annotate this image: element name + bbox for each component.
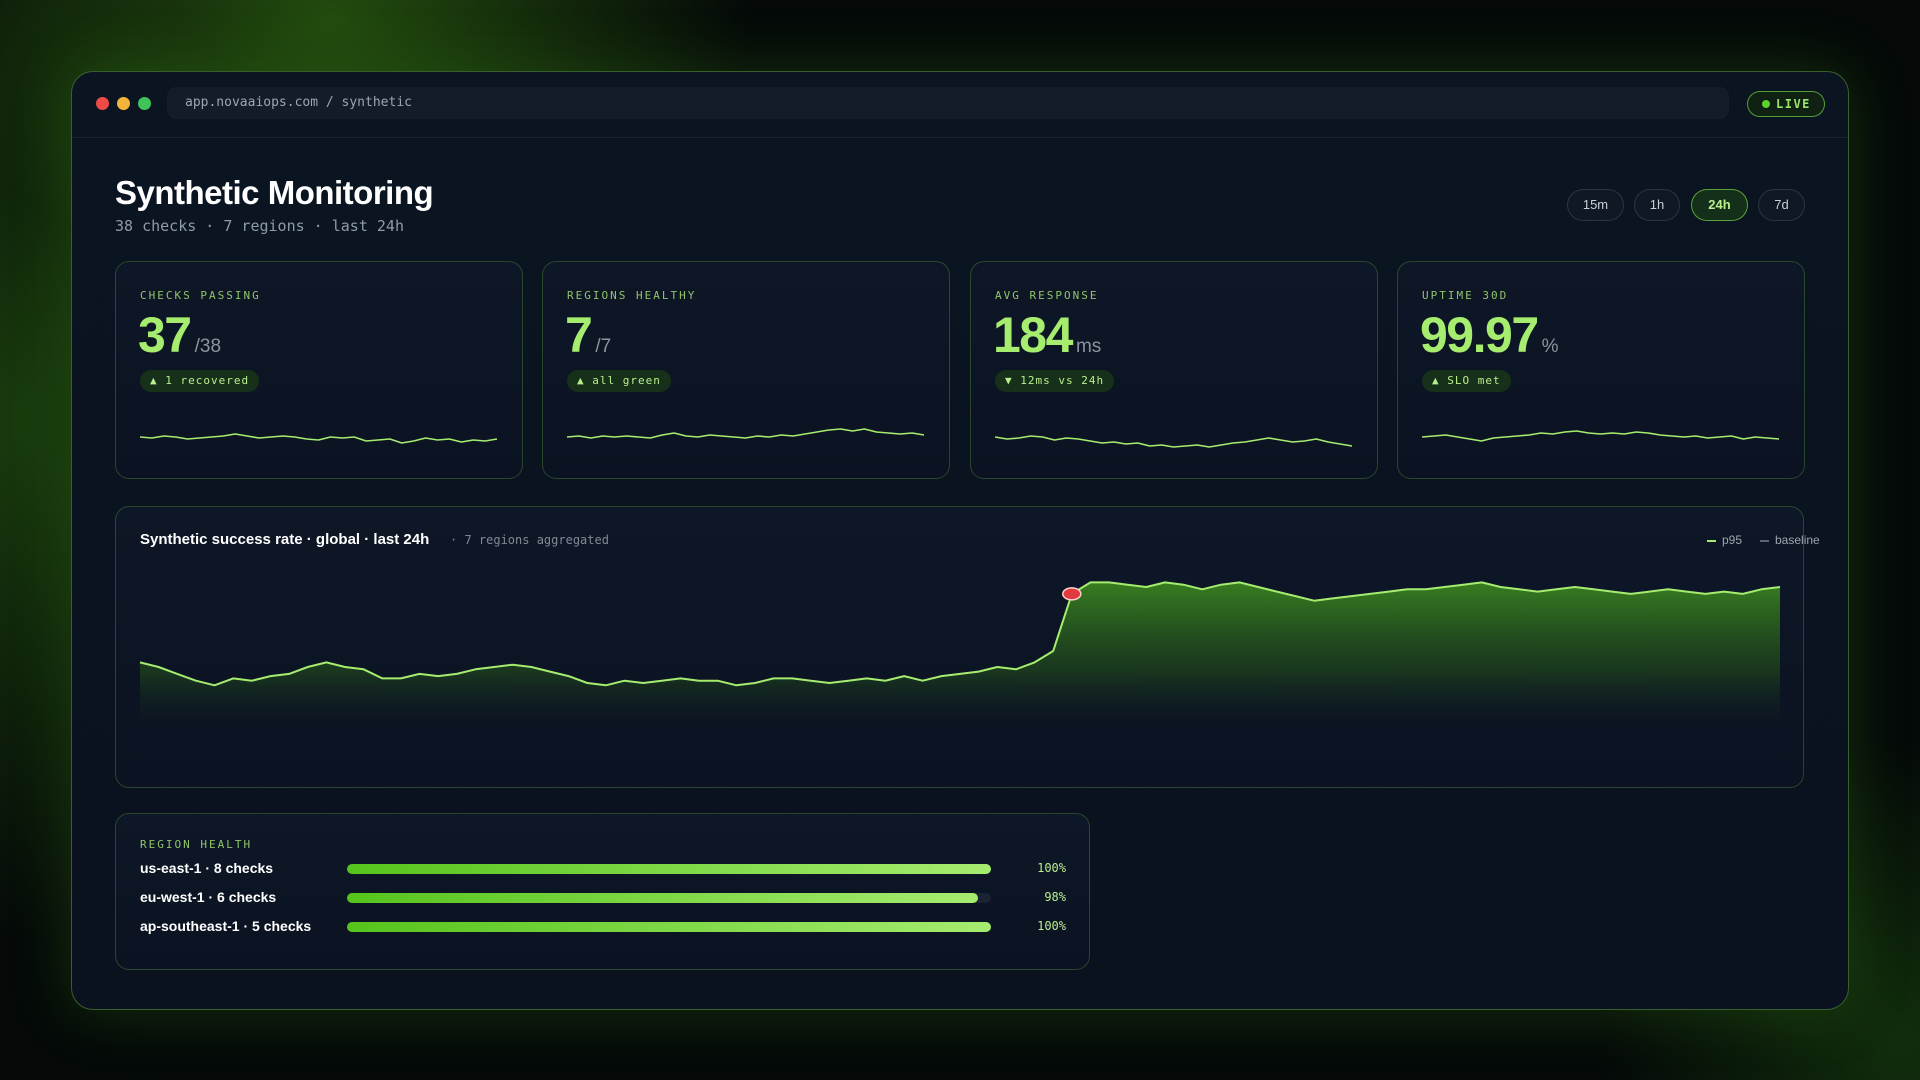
region-health-fill: [347, 864, 991, 874]
p95-line: [139, 581, 1781, 687]
region-percent: 100%: [1037, 919, 1066, 933]
page-title: Synthetic Monitoring: [115, 174, 434, 211]
stat-card-regions-healthy[interactable]: REGIONS HEALTHY 7/7 ▲ all green: [542, 261, 950, 479]
address-bar[interactable]: app.novaaiops.com / synthetic: [167, 87, 1729, 119]
stat-value: 184 ms: [993, 307, 1102, 363]
region-health-fill: [347, 922, 991, 932]
region-percent: 100%: [1037, 861, 1066, 875]
sparkline-path: [1422, 430, 1780, 442]
stat-badge: ▲ all green: [567, 370, 671, 392]
region-percent: 98%: [1044, 890, 1066, 904]
live-label: LIVE: [1776, 97, 1811, 111]
region-health-bar: [347, 864, 991, 874]
range-button-24h[interactable]: 24h: [1691, 189, 1748, 221]
anomaly-marker[interactable]: [1062, 587, 1082, 601]
region-name: us-east-1 · 8 checks: [140, 860, 274, 876]
app-window: app.novaaiops.com / synthetic LIVE Synth…: [71, 71, 1849, 1010]
range-button-7d[interactable]: 7d: [1758, 189, 1805, 221]
stat-card-uptime-30d[interactable]: UPTIME 30D 99.97% ▲ SLO met: [1397, 261, 1805, 479]
sparkline-path: [567, 428, 925, 439]
region-row[interactable]: ap-southeast-1 · 5 checks 100%: [116, 916, 1091, 940]
stat-value: 99.97%: [1420, 307, 1559, 363]
stat-label: AVG RESPONSE: [995, 289, 1099, 302]
region-health-label: REGION HEALTH: [140, 838, 253, 851]
legend-swatch: [1760, 540, 1769, 542]
p95-area: [140, 582, 1780, 731]
stat-label: UPTIME 30D: [1422, 289, 1509, 302]
sparkline-path: [140, 433, 498, 444]
sparkline-uptime: [1422, 430, 1780, 442]
sparkline-path: [995, 435, 1353, 448]
stat-label: REGIONS HEALTHY: [567, 289, 697, 302]
region-row[interactable]: eu-west-1 · 6 checks 98%: [116, 887, 1091, 911]
sparkline-regions-healthy: [567, 428, 925, 439]
stat-value: 7/7: [565, 307, 612, 363]
stat-badge: ▲ 1 recovered: [140, 370, 260, 392]
range-button-15m[interactable]: 15m: [1567, 189, 1624, 221]
sparkline-checks-passing: [140, 433, 498, 444]
success-rate-chart[interactable]: [116, 507, 1805, 789]
stat-card-checks-passing[interactable]: CHECKS PASSING 37/38 ▲ 1 recovered: [115, 261, 523, 479]
legend-item-baseline[interactable]: baseline: [1760, 533, 1820, 547]
region-health-fill: [347, 893, 979, 903]
stat-badge: ▼ 12ms vs 24h: [995, 370, 1115, 392]
range-button-1h[interactable]: 1h: [1634, 189, 1680, 221]
region-name: eu-west-1 · 6 checks: [140, 889, 277, 905]
stat-label: CHECKS PASSING: [140, 289, 261, 302]
title-bar: app.novaaiops.com / synthetic LIVE: [72, 72, 1848, 138]
maximize-window-button[interactable]: [138, 97, 151, 110]
live-indicator-icon: [1762, 100, 1770, 108]
region-health-bar: [347, 922, 991, 932]
chart-title: Synthetic success rate · global · last 2…: [140, 531, 430, 548]
live-badge[interactable]: LIVE: [1747, 91, 1825, 117]
stat-badge: ▲ SLO met: [1422, 370, 1511, 392]
region-health-bar: [347, 893, 991, 903]
sparkline-avg-response: [995, 435, 1353, 448]
page-subtitle: 38 checks · 7 regions · last 24h: [115, 217, 404, 235]
region-name: ap-southeast-1 · 5 checks: [140, 918, 312, 934]
region-row[interactable]: us-east-1 · 8 checks 100%: [116, 858, 1091, 882]
close-window-button[interactable]: [96, 97, 109, 110]
minimize-window-button[interactable]: [117, 97, 130, 110]
success-rate-chart-panel: Synthetic success rate · global · last 2…: [115, 506, 1820, 789]
chart-note: · 7 regions aggregated: [450, 533, 609, 547]
stat-card-avg-response[interactable]: AVG RESPONSE 184 ms ▼ 12ms vs 24h: [970, 261, 1378, 479]
legend-item-p95[interactable]: p95: [1707, 533, 1742, 547]
legend-swatch: [1707, 540, 1716, 542]
region-health-panel: REGION HEALTH us-east-1 · 8 checks 100% …: [115, 813, 1090, 970]
chart-fade: [140, 719, 1780, 769]
stat-value: 37/38: [138, 307, 222, 363]
